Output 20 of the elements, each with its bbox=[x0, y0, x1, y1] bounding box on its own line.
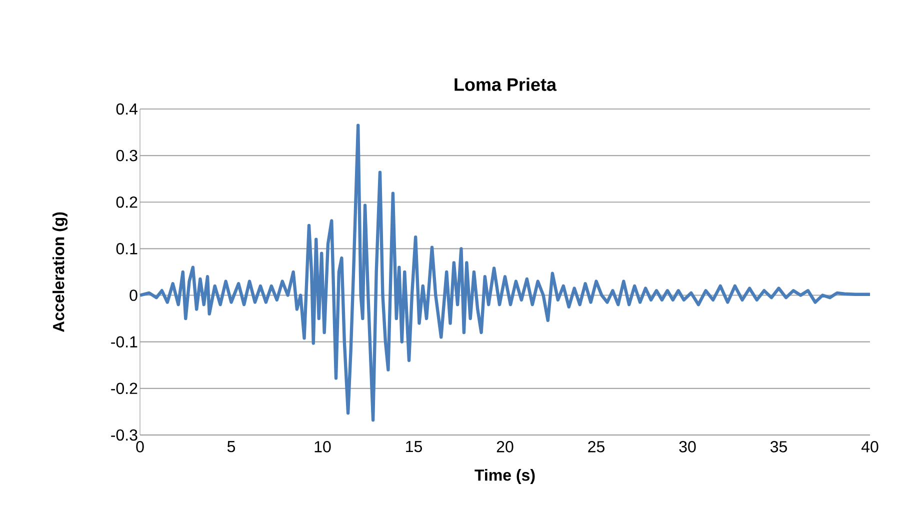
line-series bbox=[138, 124, 872, 422]
x-tick-label: 35 bbox=[770, 441, 787, 452]
x-tick-label: 30 bbox=[679, 441, 696, 452]
y-tick-label: -0.1 bbox=[111, 336, 138, 348]
y-tick-label: -0.3 bbox=[111, 429, 138, 441]
y-tick-label: 0.3 bbox=[116, 150, 138, 162]
x-tick-label: 5 bbox=[227, 441, 236, 452]
x-tick-label: 40 bbox=[861, 441, 878, 452]
y-axis-title: Acceleration (g) bbox=[52, 212, 68, 332]
chart-title: Loma Prieta bbox=[454, 78, 557, 91]
x-tick-label: 10 bbox=[314, 441, 331, 452]
x-tick-label: 15 bbox=[406, 441, 422, 452]
y-tick-label: 0.1 bbox=[116, 243, 138, 254]
x-tick-label: 25 bbox=[588, 441, 604, 452]
y-tick-label: 0 bbox=[130, 290, 138, 301]
y-tick-label: 0.4 bbox=[116, 103, 138, 115]
x-tick-label: 20 bbox=[496, 441, 514, 452]
x-axis-title: Time (s) bbox=[474, 469, 535, 484]
y-tick-label: -0.2 bbox=[111, 382, 138, 394]
y-tick-label: 0.2 bbox=[116, 196, 138, 208]
